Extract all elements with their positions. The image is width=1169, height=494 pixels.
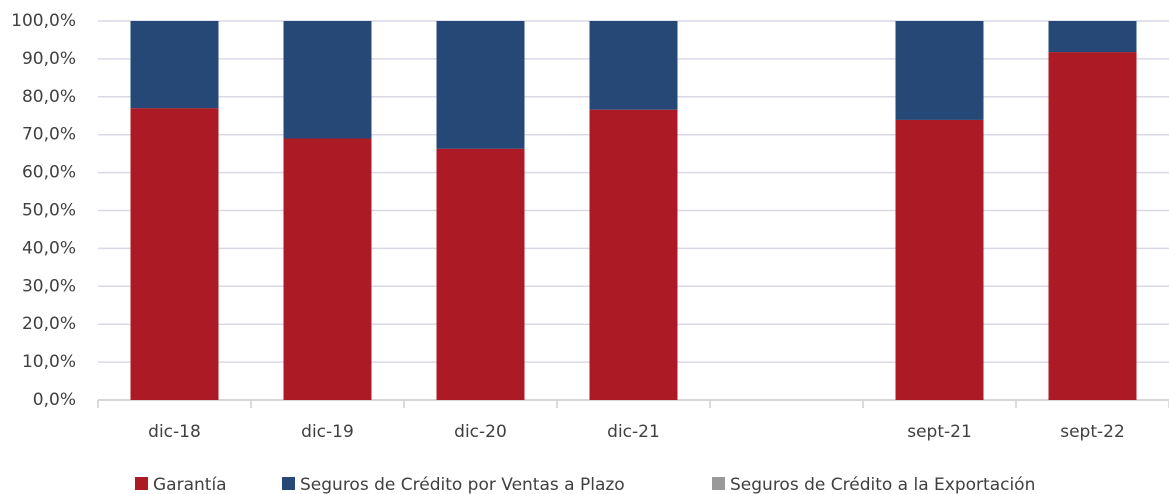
y-tick-label: 100,0% — [11, 11, 76, 31]
x-tick-label: dic-21 — [607, 422, 660, 442]
y-tick-label: 0,0% — [33, 390, 76, 410]
y-tick-label: 20,0% — [22, 314, 76, 334]
y-tick-label: 50,0% — [22, 201, 76, 221]
y-tick-label: 40,0% — [22, 238, 76, 258]
bar-segment — [1048, 52, 1137, 400]
x-tick-label: dic-18 — [148, 422, 201, 442]
legend-label: Seguros de Crédito a la Exportación — [730, 475, 1035, 494]
bar-segment — [283, 21, 372, 139]
y-tick-label: 80,0% — [22, 87, 76, 107]
x-tick-label: sept-21 — [907, 422, 972, 442]
bar-segment — [130, 21, 219, 109]
bar-segment — [283, 138, 372, 401]
bar-segment — [436, 148, 525, 400]
y-tick-label: 70,0% — [22, 125, 76, 145]
bar-segment — [589, 109, 678, 400]
bar-segment — [436, 21, 525, 149]
x-tick-label: dic-20 — [454, 422, 507, 442]
legend-label: Garantía — [153, 475, 227, 494]
legend-swatch — [135, 477, 148, 490]
bar-segment — [1048, 21, 1137, 53]
legend-label: Seguros de Crédito por Ventas a Plazo — [300, 475, 625, 494]
bar-segment — [589, 21, 678, 110]
x-tick-label: dic-19 — [301, 422, 354, 442]
y-tick-label: 60,0% — [22, 163, 76, 183]
legend-swatch — [282, 477, 295, 490]
bar-segment — [130, 108, 219, 401]
y-tick-label: 30,0% — [22, 276, 76, 296]
bar-segment — [895, 21, 984, 120]
bar-segment — [895, 119, 984, 400]
y-tick-label: 90,0% — [22, 49, 76, 69]
y-tick-label: 10,0% — [22, 352, 76, 372]
x-tick-label: sept-22 — [1060, 422, 1125, 442]
legend-swatch — [712, 477, 725, 490]
